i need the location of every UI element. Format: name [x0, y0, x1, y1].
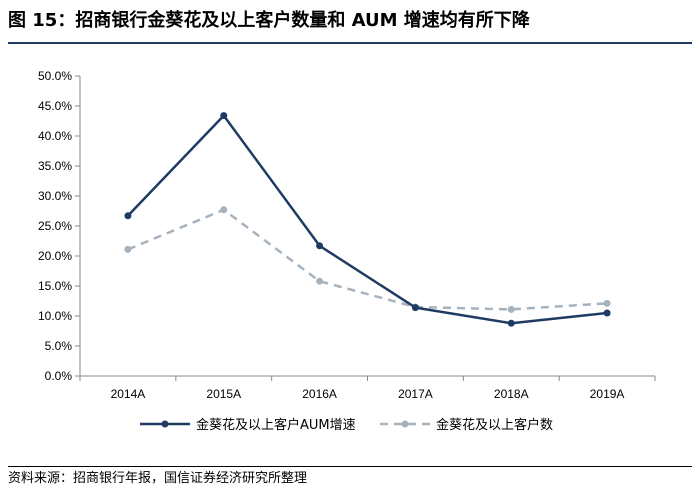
legend-label-1: 金葵花及以上客户AUM增速 [196, 417, 356, 433]
y-tick-label: 35.0% [38, 159, 72, 173]
source-note: 资料来源：招商银行年报，国信证券经济研究所整理 [8, 471, 308, 486]
series-2-point [124, 245, 132, 253]
legend-swatch-marker-1 [161, 420, 169, 428]
legend-label-2: 金葵花及以上客户数 [436, 417, 553, 433]
x-tick-label: 2015A [206, 387, 241, 401]
series-layer [124, 112, 611, 327]
series-1-point [316, 242, 324, 250]
series-1-point [507, 319, 515, 327]
series-2-point [316, 277, 324, 285]
series-2-point [220, 206, 228, 214]
series-1-point [603, 309, 611, 317]
series-1-point [411, 304, 419, 312]
y-tick-label: 45.0% [38, 99, 72, 113]
x-axis: 2014A 2015A 2016A 2017A 2018A 2019A [79, 375, 656, 401]
series-1-point [124, 212, 132, 220]
series-2-point [603, 299, 611, 307]
series-1-point [220, 112, 228, 120]
x-tick-label: 2019A [590, 387, 625, 401]
y-tick-label: 40.0% [38, 129, 72, 143]
y-tick-label: 10.0% [38, 309, 72, 323]
legend-swatch-marker-2 [401, 420, 409, 428]
x-tick-label: 2017A [398, 387, 433, 401]
title-divider [8, 42, 692, 44]
y-axis: 0.0% 5.0% 10.0% 15.0% 20.0% 25.0% 30.0% 35.0% 40… [38, 69, 81, 383]
y-tick-label: 15.0% [38, 279, 72, 293]
y-tick-label: 50.0% [38, 69, 72, 83]
figure-title: 图 15：招商银行金葵花及以上客户数量和 AUM 增速均有所下降 [8, 10, 530, 31]
series-line-1 [127, 114, 608, 325]
y-tick-label: 25.0% [38, 219, 72, 233]
source-divider [8, 466, 692, 467]
series-line-2 [127, 208, 608, 311]
legend: 金葵花及以上客户AUM增速 金葵花及以上客户数 [140, 417, 553, 433]
x-tick-label: 2014A [111, 387, 146, 401]
series-2-point [507, 305, 515, 313]
y-tick-label: 0.0% [45, 369, 73, 383]
x-tick-label: 2016A [302, 387, 337, 401]
x-tick-label: 2018A [494, 387, 529, 401]
y-tick-label: 5.0% [45, 339, 73, 353]
y-tick-label: 30.0% [38, 189, 72, 203]
y-tick-label: 20.0% [38, 249, 72, 263]
